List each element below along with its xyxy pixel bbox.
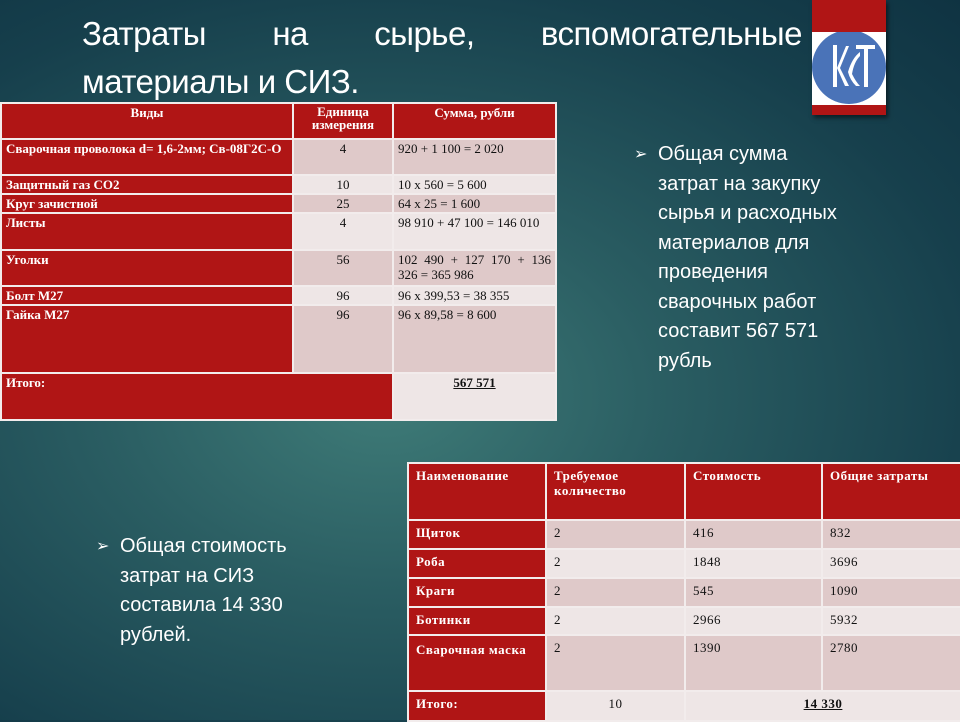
header-cell: Требуемое количество — [545, 462, 686, 521]
header-cell: Сумма, рубли — [392, 102, 557, 140]
cell: Краги — [407, 577, 547, 608]
arrow-bullet-icon: ➢ — [96, 538, 110, 555]
total-qty: 10 — [545, 690, 686, 722]
cell: Круг зачистной — [0, 193, 294, 214]
cell: 4 — [292, 212, 394, 251]
table-row: Сварочная проволока d= 1,6-2мм; Св-08Г2С… — [0, 138, 557, 176]
cell: Уголки — [0, 249, 294, 287]
table-row: Защитный газ СО2 10 10 х 560 = 5 600 — [0, 174, 557, 195]
cell: 832 — [821, 519, 960, 550]
table-row: Сварочная маска 2 1390 2780 — [407, 634, 960, 692]
table-row: Роба 2 1848 3696 — [407, 548, 960, 579]
total-row: Итого: 567 571 — [0, 372, 557, 421]
cell: Гайка М27 — [0, 304, 294, 374]
cell: 1848 — [684, 548, 823, 579]
total-value: 567 571 — [453, 375, 496, 390]
cell: 98 910 + 47 100 = 146 010 — [392, 212, 557, 251]
ppe-table: Наименование Требуемое количество Стоимо… — [407, 462, 960, 722]
cell: 545 — [684, 577, 823, 608]
bullet-text: Общая стоимость затрат на СИЗ составила … — [120, 535, 287, 646]
cell: Роба — [407, 548, 547, 579]
title-word: Затраты — [82, 15, 207, 52]
bullet-text: Общая сумма затрат на закупку сырья и ра… — [658, 143, 837, 372]
cell: 2 — [545, 606, 686, 636]
title-line-2: материалы и СИЗ. — [82, 63, 359, 100]
cell: 920 + 1 100 = 2 020 — [392, 138, 557, 176]
table-row: Гайка М27 96 96 х 89,58 = 8 600 — [0, 304, 557, 374]
table-row: Краги 2 545 1090 — [407, 577, 960, 608]
cell: 10 — [292, 174, 394, 195]
cell: 416 — [684, 519, 823, 550]
cell: 1390 — [684, 634, 823, 692]
cell: 3696 — [821, 548, 960, 579]
title-word: сырье, — [374, 15, 475, 52]
table-row: Круг зачистной 25 64 х 25 = 1 600 — [0, 193, 557, 214]
cell: Защитный газ СО2 — [0, 174, 294, 195]
bullet-total-ppe: ➢ Общая стоимость затрат на СИЗ составил… — [96, 532, 330, 650]
cell: 2 — [545, 634, 686, 692]
cell: 96 — [292, 285, 394, 306]
cell: 5932 — [821, 606, 960, 636]
cell: 96 х 89,58 = 8 600 — [392, 304, 557, 374]
total-label: Итого: — [0, 372, 394, 421]
materials-table: Виды Единица измерения Сумма, рубли Свар… — [0, 102, 557, 421]
cell: Сварочная проволока d= 1,6-2мм; Св-08Г2С… — [0, 138, 294, 176]
cell: 2 — [545, 577, 686, 608]
cell: Листы — [0, 212, 294, 251]
cell: 2966 — [684, 606, 823, 636]
cell: 10 х 560 = 5 600 — [392, 174, 557, 195]
total-label: Итого: — [407, 690, 547, 722]
cell: Болт М27 — [0, 285, 294, 306]
table-row: Болт М27 96 96 х 399,53 = 38 355 — [0, 285, 557, 306]
title-word: вспомогательные — [540, 15, 803, 52]
header-cell: Виды — [0, 102, 294, 140]
header-cell: Стоимость — [684, 462, 823, 521]
header-cell: Единица измерения — [292, 102, 394, 140]
cell: Ботинки — [407, 606, 547, 636]
total-row: Итого: 10 14 330 — [407, 690, 960, 722]
bullet-total-materials: ➢ Общая сумма затрат на закупку сырья и … — [634, 140, 848, 376]
logo — [812, 0, 886, 115]
table-row: Уголки 56 102 490 + 127 170 + 136 326 = 36… — [0, 249, 557, 287]
table-row: Листы 4 98 910 + 47 100 = 146 010 — [0, 212, 557, 251]
cell: Сварочная маска — [407, 634, 547, 692]
table-row: Ботинки 2 2966 5932 — [407, 606, 960, 636]
cell: 96 — [292, 304, 394, 374]
total-value: 14 330 — [803, 696, 843, 711]
header-cell: Наименование — [407, 462, 547, 521]
cell: Щиток — [407, 519, 547, 550]
cell: 2 — [545, 519, 686, 550]
cell: 64 х 25 = 1 600 — [392, 193, 557, 214]
table-row: Щиток 2 416 832 — [407, 519, 960, 550]
cell: 25 — [292, 193, 394, 214]
cell: 2780 — [821, 634, 960, 692]
cell: 102 490 + 127 170 + 136 326 = 365 986 — [392, 249, 557, 287]
header-cell: Общие затраты — [821, 462, 960, 521]
cell: 2 — [545, 548, 686, 579]
title-word: на — [272, 15, 308, 52]
cell: 56 — [292, 249, 394, 287]
arrow-bullet-icon: ➢ — [634, 146, 648, 163]
cell: 1090 — [821, 577, 960, 608]
cell: 96 х 399,53 = 38 355 — [392, 285, 557, 306]
slide-title: Затраты на сырье, вспомогательные матери… — [82, 10, 802, 106]
cell: 4 — [292, 138, 394, 176]
logo-emblem-icon — [812, 32, 886, 104]
